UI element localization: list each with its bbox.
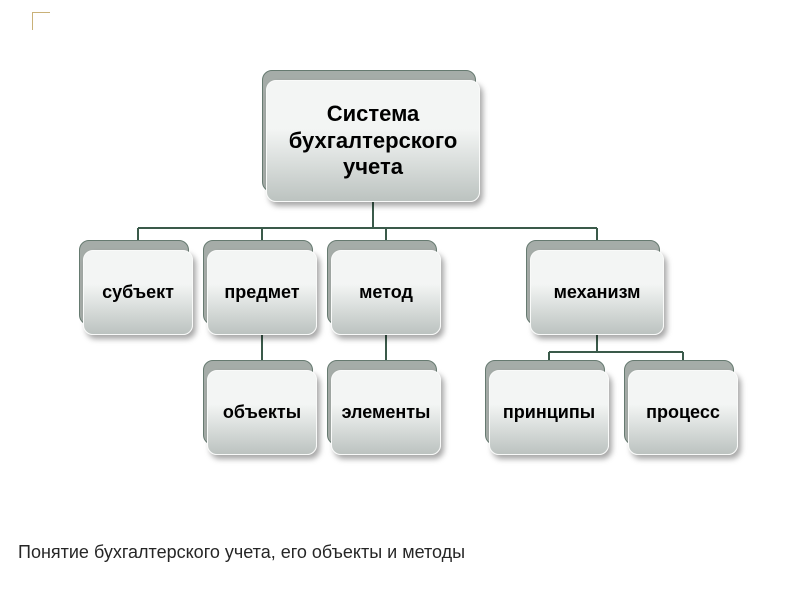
node-root: Система бухгалтерского учета <box>266 80 480 202</box>
node-objects: объекты <box>207 370 317 455</box>
node-mechanism: механизм <box>530 250 664 335</box>
node-subject: субъект <box>83 250 193 335</box>
corner-bracket-tl <box>32 12 50 30</box>
node-predmet: предмет <box>207 250 317 335</box>
node-elements: элементы <box>331 370 441 455</box>
node-principles: принципы <box>489 370 609 455</box>
caption: Понятие бухгалтерского учета, его объект… <box>18 541 465 564</box>
node-method: метод <box>331 250 441 335</box>
node-process: процесс <box>628 370 738 455</box>
